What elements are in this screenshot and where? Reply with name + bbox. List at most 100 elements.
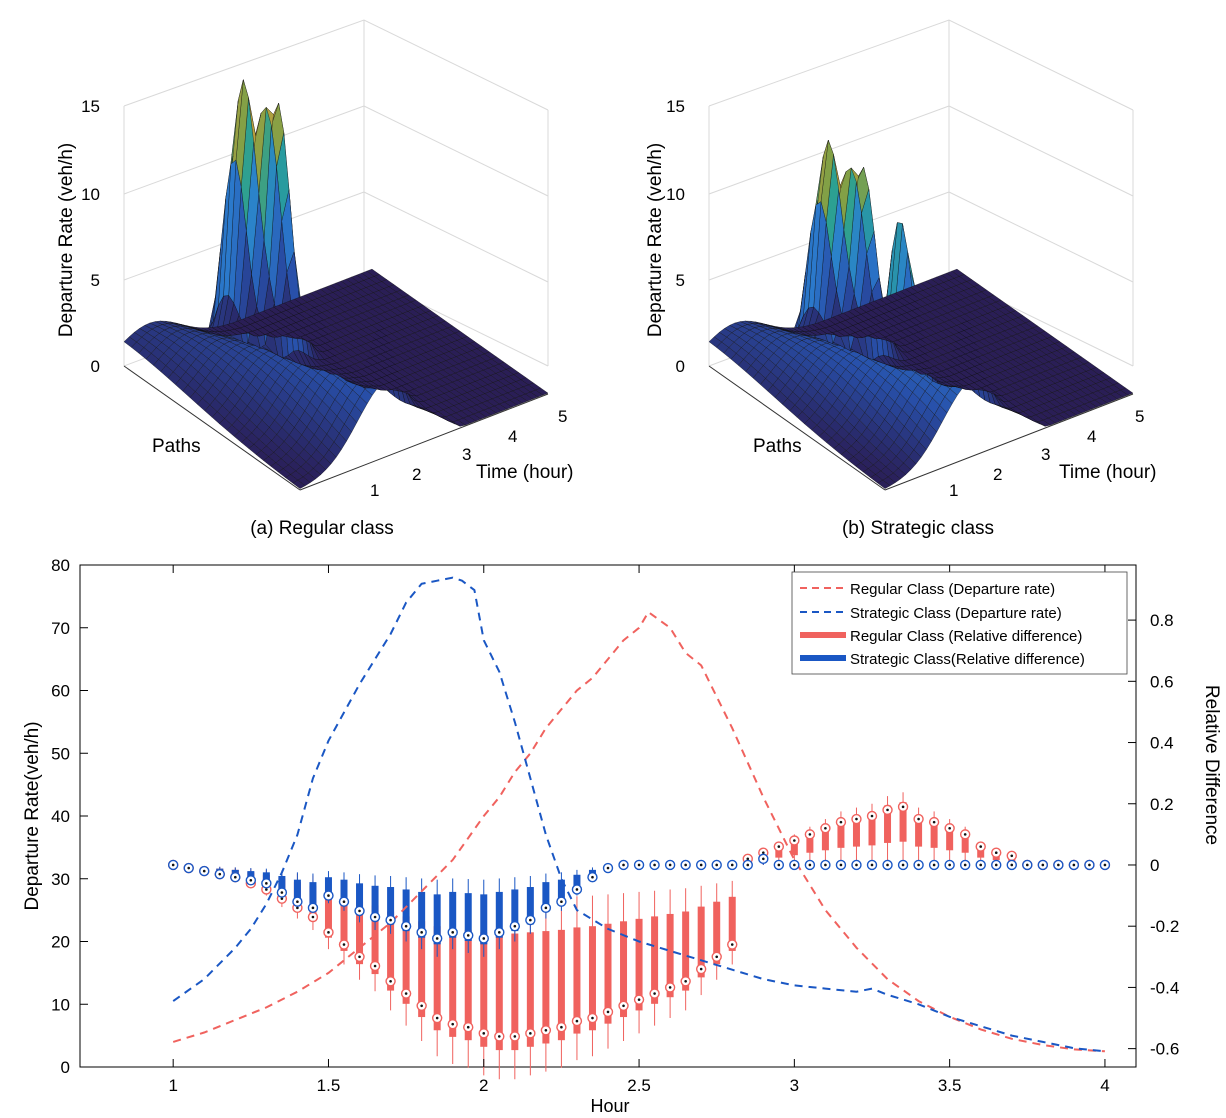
z-tick-0: 0 — [676, 357, 685, 376]
strategic-marker-dot — [699, 863, 703, 867]
regular-marker-dot — [715, 955, 719, 959]
regular-marker-dot — [824, 826, 827, 830]
regular-marker-dot — [761, 851, 765, 855]
legend-label-strategic-rate: Strategic Class (Departure rate) — [850, 605, 1062, 622]
strategic-marker-dot — [1103, 863, 1107, 867]
regular-box — [728, 896, 736, 951]
regular-box — [899, 802, 907, 842]
strategic-box — [371, 885, 379, 922]
strategic-marker-dot — [280, 891, 284, 894]
regular-box — [852, 815, 860, 847]
x-tick-label: 3 — [790, 1076, 799, 1095]
regular-marker-dot — [466, 1025, 470, 1029]
surface-cell — [123, 336, 137, 348]
regular-marker-dot — [668, 986, 672, 989]
strategic-marker-dot — [575, 888, 579, 891]
y2-axis-label: Relative Difference — [1201, 685, 1222, 845]
surface-b-time-label: Time (hour) — [1059, 462, 1156, 483]
regular-marker-dot — [311, 915, 315, 919]
regular-box — [511, 933, 519, 1051]
strategic-box — [324, 877, 332, 899]
strategic-marker-dot — [761, 857, 765, 861]
regular-marker-dot — [855, 817, 858, 821]
regular-marker-dot — [979, 845, 983, 848]
legend-label-regular-rate: Regular Class (Departure rate) — [850, 581, 1055, 598]
strategic-marker-dot — [855, 863, 858, 867]
surface-plot-regular: 0 5 10 15 Departure Rate (veh/h) Paths 1… — [56, 19, 573, 539]
regular-box — [324, 891, 332, 938]
regular-marker-dot — [870, 814, 874, 818]
strategic-marker-dot — [389, 918, 392, 922]
y2-tick-label: 0 — [1150, 856, 1159, 875]
regular-marker-dot — [948, 826, 951, 830]
strategic-marker-dot — [870, 863, 874, 867]
regular-marker-dot — [793, 839, 796, 842]
regular-box — [573, 927, 581, 1034]
strategic-marker-dot — [886, 863, 889, 867]
x-tick-label: 2.5 — [627, 1076, 651, 1095]
regular-marker-dot — [932, 820, 936, 824]
strategic-marker-dot — [668, 863, 672, 867]
regular-marker-dot — [994, 851, 998, 855]
strategic-marker-dot — [373, 915, 377, 919]
regular-marker-dot — [265, 888, 268, 891]
regular-marker-dot — [653, 992, 656, 995]
strategic-marker-dot — [1072, 863, 1076, 867]
regular-marker-dot — [777, 845, 781, 848]
strategic-box — [309, 882, 317, 912]
regular-marker-dot — [497, 1035, 501, 1038]
z-tick-5: 5 — [676, 271, 685, 290]
regular-box — [495, 933, 503, 1051]
strategic-box — [542, 882, 550, 912]
regular-marker-dot — [373, 964, 377, 968]
strategic-box — [418, 891, 426, 938]
legend-label-strategic-diff: Strategic Class(Relative difference) — [850, 651, 1085, 668]
surface-a-ylabel: Departure Rate (veh/h) — [56, 143, 77, 337]
strategic-box — [480, 894, 488, 945]
strategic-box — [526, 887, 534, 925]
strategic-box — [433, 894, 441, 945]
strategic-marker-dot — [187, 866, 191, 870]
legend-label-regular-diff: Regular Class (Relative difference) — [850, 628, 1082, 645]
surface-a-floor-axis — [123, 365, 549, 491]
strategic-marker-dot — [979, 863, 983, 867]
regular-marker-dot — [280, 897, 284, 900]
time-tick-4: 4 — [1087, 427, 1096, 446]
y-tick-label: 50 — [51, 744, 70, 763]
regular-box — [464, 929, 472, 1041]
strategic-box — [495, 891, 503, 938]
y-tick-label: 20 — [51, 933, 70, 952]
strategic-marker-dot — [497, 931, 501, 934]
regular-box — [821, 825, 829, 851]
regular-marker-dot — [591, 1016, 594, 1020]
regular-marker-dot — [606, 1010, 610, 1014]
strategic-marker-dot — [1088, 863, 1091, 867]
z-tick-10: 10 — [81, 185, 100, 204]
regular-marker-dot — [420, 1004, 423, 1008]
departure-rate-chart: 1 1.5 2 2.5 3 3.5 401020304050607080-0.6-0.4-0… — [22, 556, 1222, 1116]
strategic-marker-dot — [296, 900, 299, 904]
surface-a-time-label: Time (hour) — [476, 462, 573, 483]
regular-marker-dot — [529, 1032, 532, 1035]
regular-box — [884, 805, 892, 843]
strategic-marker-dot — [249, 878, 253, 882]
regular-marker-dot — [404, 992, 408, 995]
regular-box — [480, 932, 488, 1047]
regular-box — [604, 923, 612, 1024]
strategic-marker-dot — [233, 875, 237, 879]
regular-box — [526, 932, 534, 1047]
strategic-marker-dot — [1041, 863, 1045, 867]
strategic-marker-dot — [994, 863, 998, 867]
regular-marker-dot — [560, 1025, 563, 1029]
strategic-marker-dot — [420, 931, 423, 934]
strategic-marker-dot — [265, 882, 268, 885]
strategic-marker-dot — [793, 863, 796, 867]
regular-marker-dot — [622, 1004, 625, 1008]
strategic-marker-dot — [1057, 863, 1060, 867]
time-tick-5: 5 — [1135, 407, 1144, 426]
regular-box — [930, 818, 938, 848]
regular-box — [790, 838, 798, 856]
strategic-box — [464, 893, 472, 942]
strategic-box — [573, 874, 581, 892]
regular-box — [666, 913, 674, 998]
